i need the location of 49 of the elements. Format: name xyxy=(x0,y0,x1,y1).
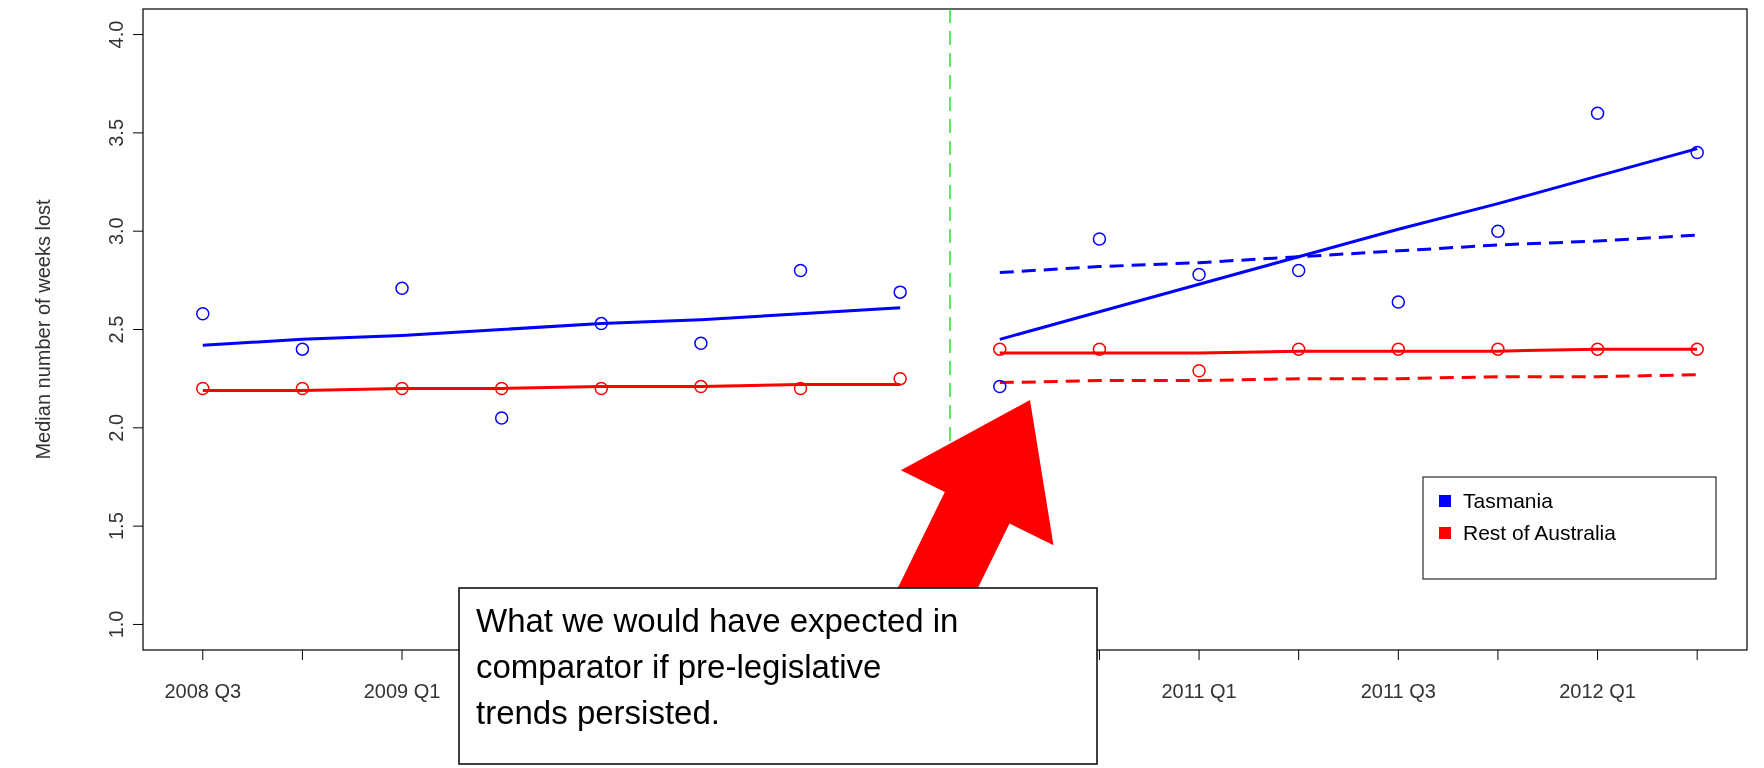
point xyxy=(196,381,210,396)
point xyxy=(1092,232,1107,246)
point xyxy=(295,381,310,396)
point xyxy=(295,342,310,356)
y-tick-label: 1.0 xyxy=(105,610,127,639)
point xyxy=(1391,342,1406,356)
text-box: What we would have expected in comparator if pre-legislative trends persisted. xyxy=(458,587,1098,765)
x-tick-label: 2009 Q1 xyxy=(363,680,441,702)
point xyxy=(1291,342,1306,356)
point xyxy=(1491,224,1505,238)
point xyxy=(1590,106,1605,120)
point xyxy=(993,379,1007,394)
point xyxy=(1291,263,1306,278)
point xyxy=(494,381,509,396)
point xyxy=(1491,342,1505,356)
point xyxy=(395,281,409,295)
y-tick-label: 3.0 xyxy=(105,217,127,246)
x-tick-label: 2008 Q3 xyxy=(164,680,242,702)
legend-label: Tasmania xyxy=(1463,488,1554,512)
x-tick-label: 2011 Q3 xyxy=(1360,680,1436,702)
x-tick-label: 2011 Q1 xyxy=(1161,680,1237,702)
y-axis-title: Median number of weeks lost xyxy=(32,199,54,460)
y-tick-label: 2.0 xyxy=(105,413,127,442)
point xyxy=(594,316,609,331)
annotation: What we would have expected in comparator if pre-legislative trends persisted. xyxy=(476,602,959,731)
point xyxy=(1192,267,1206,282)
point xyxy=(1690,342,1704,356)
point xyxy=(893,285,907,299)
point xyxy=(594,381,609,396)
point xyxy=(793,381,808,396)
point xyxy=(1391,295,1406,309)
point xyxy=(893,371,907,386)
point xyxy=(395,381,409,396)
legend-label: Rest of Australia xyxy=(1463,520,1617,544)
y-tick-label: 3.5 xyxy=(105,118,127,147)
point xyxy=(694,336,708,351)
point xyxy=(196,307,210,321)
x-tick-label: 2012 Q1 xyxy=(1559,680,1636,702)
point xyxy=(793,263,808,278)
point xyxy=(494,411,509,425)
point xyxy=(993,342,1007,356)
point xyxy=(694,379,708,394)
point xyxy=(1690,145,1704,160)
point xyxy=(1590,342,1605,356)
y-tick-label: 1.5 xyxy=(105,512,127,541)
y-tick-label: 2.5 xyxy=(105,315,127,344)
point xyxy=(1192,364,1206,378)
y-tick-label: 4.0 xyxy=(105,20,127,49)
point xyxy=(1092,342,1107,356)
